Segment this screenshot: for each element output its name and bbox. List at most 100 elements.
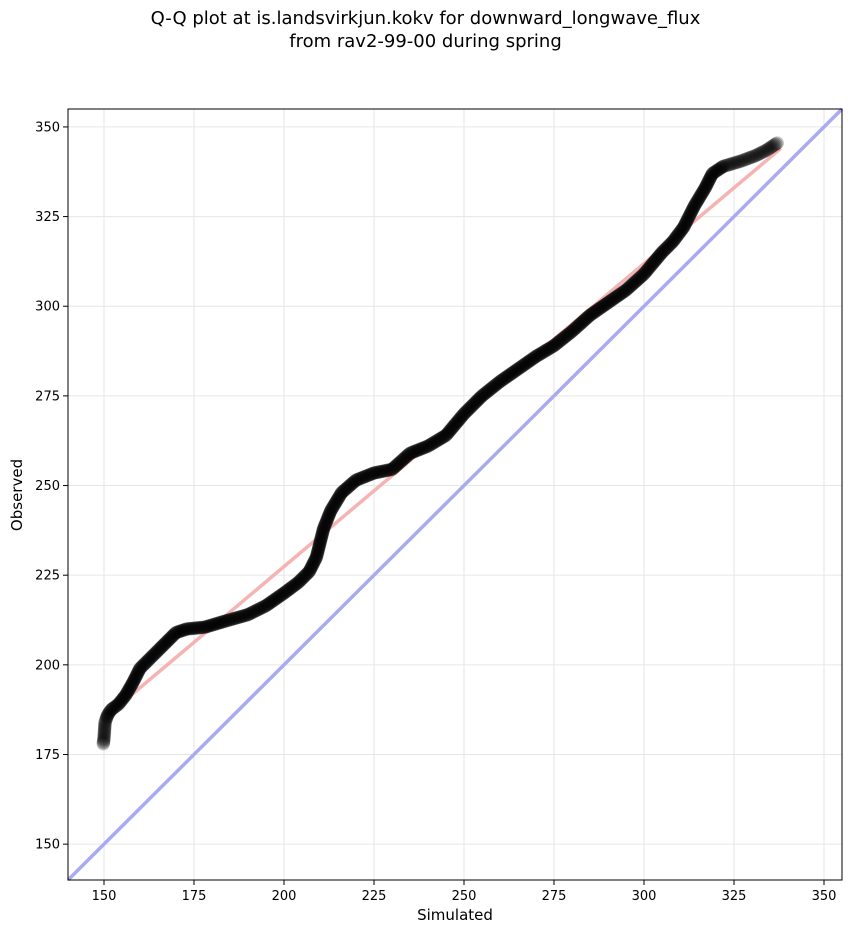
data-point bbox=[319, 516, 333, 530]
data-point bbox=[226, 612, 240, 626]
data-point bbox=[666, 233, 681, 248]
data-point bbox=[302, 564, 317, 579]
data-point bbox=[141, 653, 156, 667]
data-point bbox=[217, 614, 232, 629]
data-point bbox=[648, 253, 663, 268]
data-point bbox=[243, 606, 258, 621]
data-point bbox=[656, 244, 670, 259]
data-point bbox=[379, 463, 393, 478]
data-point bbox=[221, 613, 236, 627]
data-point bbox=[662, 238, 677, 252]
data-point bbox=[608, 290, 623, 305]
x-tick-label: 225 bbox=[362, 889, 387, 904]
data-point bbox=[271, 590, 285, 605]
data-point bbox=[598, 297, 613, 312]
data-point bbox=[134, 660, 148, 675]
data-point bbox=[120, 684, 135, 699]
data-point bbox=[127, 672, 142, 686]
data-point bbox=[557, 330, 572, 344]
data-point bbox=[511, 362, 525, 376]
data-point bbox=[312, 537, 327, 552]
x-tick-label: 275 bbox=[542, 889, 567, 904]
data-point bbox=[477, 387, 492, 401]
data-point bbox=[334, 485, 349, 500]
data-point bbox=[669, 230, 684, 244]
data-point bbox=[577, 313, 592, 328]
data-point bbox=[442, 424, 457, 438]
data-point bbox=[287, 578, 302, 592]
data-point bbox=[117, 690, 131, 705]
data-point bbox=[733, 154, 747, 169]
data-point bbox=[638, 266, 652, 280]
data-point bbox=[345, 476, 360, 490]
data-point bbox=[157, 637, 172, 651]
data-point bbox=[671, 227, 686, 242]
data-point bbox=[314, 531, 328, 546]
data-point bbox=[590, 303, 605, 317]
data-point bbox=[313, 536, 327, 550]
data-point bbox=[128, 670, 143, 685]
data-point bbox=[275, 587, 290, 601]
data-point bbox=[230, 610, 245, 625]
data-point bbox=[252, 602, 266, 616]
data-point bbox=[702, 171, 717, 186]
data-point bbox=[460, 403, 474, 418]
data-point bbox=[108, 700, 122, 714]
data-point bbox=[685, 203, 700, 217]
data-point bbox=[561, 327, 576, 342]
data-point bbox=[126, 674, 141, 689]
data-point bbox=[163, 631, 177, 646]
data-point bbox=[202, 619, 216, 633]
data-point bbox=[403, 446, 417, 461]
data-point bbox=[439, 428, 453, 443]
data-point bbox=[227, 611, 242, 626]
data-point bbox=[519, 356, 534, 370]
data-point bbox=[316, 523, 331, 537]
data-point bbox=[312, 540, 326, 555]
data-point bbox=[502, 368, 517, 382]
x-axis-label: Simulated bbox=[417, 906, 493, 924]
data-point bbox=[423, 437, 438, 452]
data-point bbox=[619, 283, 633, 297]
data-point bbox=[305, 558, 320, 572]
data-point bbox=[123, 680, 137, 695]
data-point bbox=[682, 208, 697, 223]
data-point bbox=[304, 560, 318, 575]
data-point bbox=[442, 425, 456, 439]
data-point bbox=[750, 148, 764, 162]
data-point bbox=[326, 499, 340, 514]
data-point bbox=[479, 385, 494, 399]
data-point bbox=[285, 580, 300, 594]
data-point bbox=[315, 526, 330, 540]
data-point bbox=[436, 430, 451, 444]
data-point bbox=[455, 409, 469, 423]
data-point bbox=[367, 466, 381, 480]
data-point bbox=[98, 715, 112, 730]
data-point bbox=[293, 573, 308, 588]
data-point bbox=[529, 349, 543, 364]
data-point bbox=[123, 679, 138, 694]
data-point bbox=[689, 196, 703, 211]
data-point bbox=[740, 152, 754, 166]
data-point bbox=[145, 649, 159, 664]
data-point bbox=[224, 612, 239, 627]
data-point bbox=[263, 595, 278, 610]
data-point bbox=[465, 398, 480, 413]
data-point bbox=[398, 450, 413, 465]
data-point bbox=[563, 325, 578, 340]
data-point bbox=[553, 334, 567, 348]
data-point bbox=[458, 405, 472, 420]
data-point bbox=[444, 421, 459, 436]
data-point bbox=[313, 534, 328, 549]
data-point bbox=[150, 644, 165, 659]
data-point bbox=[667, 232, 682, 247]
data-point bbox=[443, 422, 458, 437]
data-point bbox=[677, 219, 692, 233]
data-point bbox=[613, 287, 627, 302]
data-point bbox=[98, 716, 112, 731]
data-point bbox=[521, 354, 536, 369]
data-point bbox=[431, 433, 446, 447]
data-point bbox=[719, 158, 733, 173]
data-point bbox=[593, 300, 608, 315]
data-point bbox=[340, 481, 354, 495]
